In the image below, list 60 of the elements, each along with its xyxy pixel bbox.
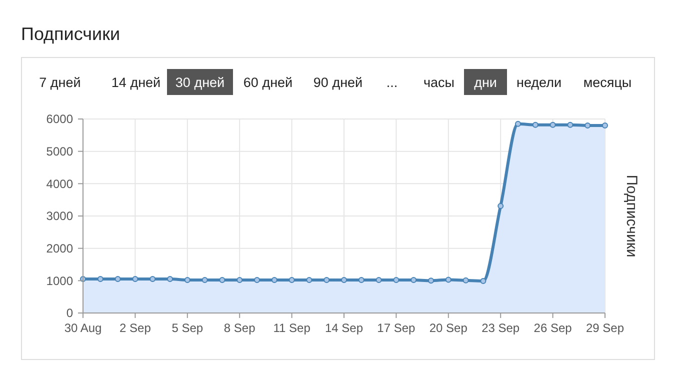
point: [532, 122, 538, 128]
point: [428, 278, 434, 284]
point: [341, 277, 347, 284]
text: 60 дней: [243, 75, 293, 90]
x-tick-label: 17 Sep: [377, 321, 416, 335]
point: [97, 276, 104, 282]
text: 30 дней: [175, 75, 225, 90]
point: [498, 202, 504, 209]
point: [393, 277, 400, 284]
point: [150, 276, 156, 282]
point: [550, 122, 556, 128]
text: месяцы: [583, 75, 632, 90]
y-tick-label: 4000: [46, 176, 74, 191]
y-tick-label: 3000: [46, 209, 74, 224]
point: [306, 277, 312, 284]
point: [236, 277, 243, 284]
text: недели: [516, 75, 562, 90]
point: [219, 277, 226, 284]
point: [445, 276, 452, 283]
point: [515, 120, 521, 127]
point: [202, 277, 208, 284]
y-tick-label: 6000: [46, 112, 74, 126]
x-tick-label: 14 Sep: [324, 321, 364, 335]
chart-title: Подписчики: [21, 24, 120, 44]
y-tick-label: 0: [66, 306, 74, 320]
point: [567, 122, 574, 128]
x-tick-label: 11 Sep: [273, 321, 311, 335]
y-tick-label: 5000: [46, 144, 74, 159]
point: [602, 122, 608, 128]
x-tick-label: 23 Sep: [482, 321, 520, 335]
text: часы: [424, 75, 454, 90]
point: [324, 277, 330, 284]
point: [480, 278, 486, 284]
point: [358, 277, 364, 284]
point: [462, 277, 469, 284]
y-axis-title: Подписчики: [623, 174, 640, 258]
x-tick-label: 8 Sep: [224, 321, 256, 335]
x-tick-label: 2 Sep: [120, 321, 152, 335]
text: 7 дней: [39, 75, 81, 90]
text: 90 дней: [313, 75, 363, 90]
point: [132, 276, 138, 282]
text: 14 дней: [111, 75, 161, 90]
point: [184, 277, 190, 284]
point: [254, 277, 260, 284]
text: ...: [386, 75, 398, 90]
x-tick-label: 20 Sep: [429, 321, 468, 335]
point: [410, 277, 417, 284]
x-tick-label: 5 Sep: [172, 321, 204, 335]
text: дни: [474, 75, 497, 90]
point: [271, 277, 278, 284]
y-tick-label: 1000: [46, 274, 74, 288]
point: [584, 122, 591, 128]
x-tick-label: 30 Aug: [64, 321, 102, 335]
point: [288, 277, 295, 284]
point: [376, 277, 382, 284]
x-tick-label: 26 Sep: [534, 321, 572, 335]
point: [114, 276, 121, 282]
x-tick-label: 29 Sep: [586, 321, 624, 335]
point: [167, 276, 173, 282]
y-tick-label: 2000: [46, 242, 74, 256]
